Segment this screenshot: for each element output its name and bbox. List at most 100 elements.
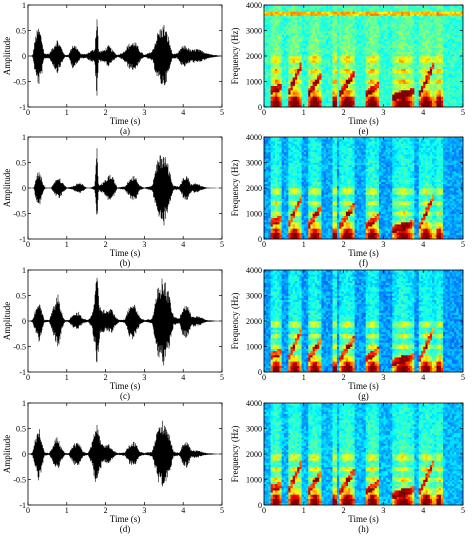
spectrogram-cell bbox=[334, 32, 338, 36]
spectrogram-cell bbox=[308, 83, 311, 87]
spectrogram-cell bbox=[365, 47, 369, 50]
spectrogram-cell bbox=[420, 94, 424, 97]
spectrogram-cell bbox=[434, 28, 437, 31]
spectrogram-cell bbox=[396, 77, 400, 80]
spectrogram-cell bbox=[367, 90, 371, 93]
spectrogram-cell bbox=[352, 79, 355, 82]
spectrogram-cell bbox=[312, 62, 316, 65]
spectrogram-cell bbox=[319, 19, 322, 23]
spectrogram-cell bbox=[372, 77, 375, 80]
spectrogram-cell bbox=[314, 73, 318, 76]
spectrogram-cell bbox=[403, 64, 406, 67]
spectrogram-cell bbox=[356, 13, 360, 16]
spectrogram-cell bbox=[423, 39, 426, 42]
spectrogram-cell bbox=[385, 11, 389, 14]
spectrogram-cell bbox=[308, 100, 311, 104]
spectrogram-cell bbox=[279, 9, 282, 12]
spectrogram-cell bbox=[306, 49, 309, 53]
spectrogram-cell bbox=[434, 51, 437, 55]
spectrogram-cell bbox=[394, 34, 397, 38]
spectrogram-cell bbox=[398, 98, 402, 101]
spectrogram-cell bbox=[310, 32, 313, 36]
spectrogram-cell bbox=[325, 92, 329, 95]
spectrogram-cell bbox=[299, 32, 302, 36]
spectrogram-cell bbox=[460, 53, 464, 57]
spectrogram-cell bbox=[432, 98, 435, 101]
spectrogram-cell bbox=[370, 100, 373, 104]
spectrogram-cell bbox=[286, 209, 289, 212]
spectrogram-cell bbox=[392, 73, 395, 76]
spectrogram-cell bbox=[332, 56, 336, 59]
spectrogram-cell bbox=[352, 41, 355, 44]
spectrogram-cell bbox=[277, 222, 280, 225]
spectrogram-cell bbox=[414, 9, 417, 12]
spectrogram-cell bbox=[341, 51, 344, 55]
spectrogram-cell bbox=[456, 100, 459, 104]
spectrogram-cell bbox=[286, 219, 289, 223]
spectrogram-cell bbox=[418, 73, 422, 76]
spectrogram-cell bbox=[345, 19, 349, 23]
spectrogram-cell bbox=[314, 34, 318, 38]
spectrogram-cell bbox=[359, 9, 362, 12]
spectrogram-cell bbox=[314, 41, 318, 44]
spectrogram-cell bbox=[385, 43, 389, 46]
spectrogram-cell bbox=[356, 34, 360, 38]
spectrogram-cell bbox=[423, 83, 426, 87]
spectrogram-cell bbox=[392, 22, 395, 25]
spectrogram-cell bbox=[405, 90, 409, 93]
spectrogram-cell bbox=[443, 60, 446, 63]
spectrogram-cell bbox=[275, 171, 278, 174]
spectrogram-cell bbox=[427, 41, 431, 44]
spectrogram-cell bbox=[367, 77, 371, 80]
spectrogram-cell bbox=[401, 73, 404, 76]
spectrogram-cell bbox=[354, 28, 358, 31]
spectrogram-cell bbox=[454, 45, 457, 48]
spectrogram-cell bbox=[290, 24, 294, 27]
spectrogram-cell bbox=[365, 90, 369, 93]
spectrogram-cell bbox=[359, 26, 362, 29]
spectrogram-cell bbox=[314, 102, 318, 106]
spectrogram-cell bbox=[348, 92, 351, 95]
spectrogram-cell bbox=[387, 34, 391, 38]
spectrogram-cell bbox=[301, 24, 305, 27]
spectrogram-cell bbox=[270, 215, 274, 219]
spectrogram-cell bbox=[451, 7, 455, 10]
spectrogram-cell bbox=[398, 102, 402, 106]
spectrogram-cell bbox=[418, 87, 422, 91]
spectrogram-cell bbox=[460, 90, 464, 93]
spectrogram-cell bbox=[416, 49, 420, 53]
spectrogram-cell bbox=[321, 43, 324, 46]
spectrogram-cell bbox=[343, 79, 347, 82]
spectrogram-cell bbox=[445, 51, 448, 55]
spectrogram-cell bbox=[365, 94, 369, 97]
spectrogram-cell bbox=[396, 68, 400, 72]
spectrogram-cell bbox=[277, 156, 280, 159]
spectrogram-cell bbox=[376, 30, 380, 33]
spectrogram-cell bbox=[374, 83, 378, 87]
spectrogram-cell bbox=[401, 94, 404, 97]
spectrogram-cell bbox=[352, 5, 355, 8]
spectrogram-cell bbox=[294, 47, 298, 50]
spectrogram-cell bbox=[383, 36, 386, 40]
spectrogram-cell bbox=[460, 47, 464, 50]
spectrogram-cell bbox=[319, 83, 322, 87]
spectrogram-cell bbox=[283, 58, 287, 61]
spectrogram-cell bbox=[445, 13, 448, 16]
spectrogram-cell bbox=[363, 60, 367, 63]
spectrogram-cell bbox=[268, 179, 271, 182]
spectrogram-cell bbox=[279, 100, 282, 104]
spectrogram-cell bbox=[277, 98, 280, 101]
spectrogram-cell bbox=[286, 34, 289, 38]
spectrogram-cell bbox=[458, 56, 462, 59]
spectrogram-cell bbox=[286, 200, 289, 204]
spectrogram-cell bbox=[292, 45, 296, 48]
spectrogram-cell bbox=[456, 77, 459, 80]
spectrogram-cell bbox=[447, 30, 451, 33]
spectrogram-cell bbox=[405, 17, 409, 21]
spectrogram-cell bbox=[392, 81, 395, 84]
spectrogram-cell bbox=[383, 11, 386, 14]
spectrogram-cell bbox=[268, 190, 271, 193]
spectrogram-cell bbox=[294, 58, 298, 61]
spectrogram-cell bbox=[401, 30, 404, 33]
spectrogram-cell bbox=[288, 173, 291, 176]
